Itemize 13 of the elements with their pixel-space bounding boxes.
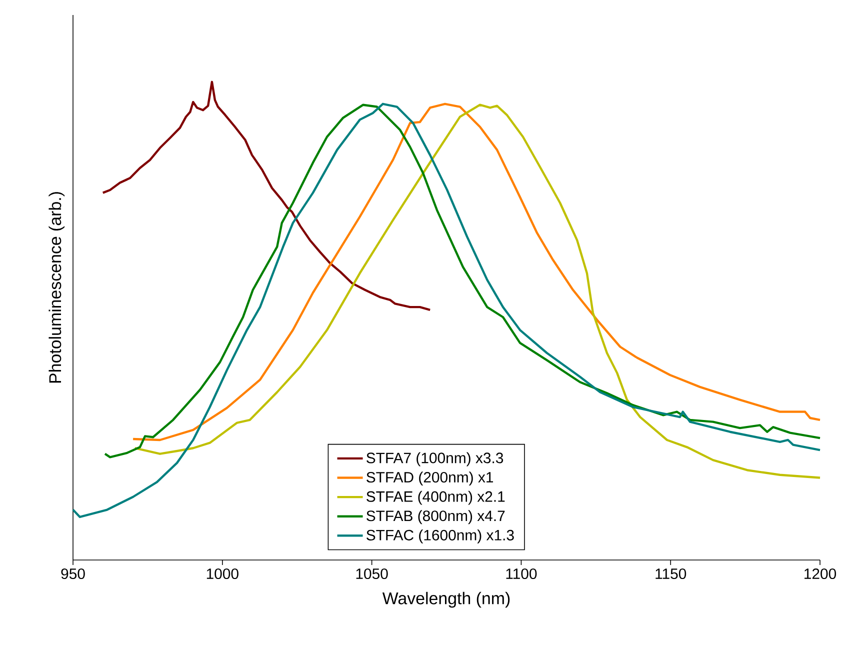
- x-tick-label: 950: [61, 568, 85, 580]
- legend-label: STFAC (1600nm) x1.3: [366, 529, 514, 544]
- x-tick-label: 1100: [506, 568, 537, 580]
- x-tick-label: 1050: [356, 568, 388, 580]
- x-tick-label: 1150: [656, 568, 686, 580]
- legend-label: STFAE (400nm) x2.1: [366, 490, 505, 505]
- legend-label: STFA7 (100nm) x3.3: [366, 452, 504, 466]
- legend-label: STFAB (800nm) x4.7: [366, 510, 505, 524]
- x-axis-title: Wavelength (nm): [382, 592, 510, 608]
- x-tick-label: 1200: [804, 568, 836, 580]
- legend-label: STFAD (200nm) x1: [366, 472, 494, 486]
- y-axis-title: Photoluminescence (arb.): [48, 192, 64, 383]
- x-tick-label: 1000: [206, 568, 238, 580]
